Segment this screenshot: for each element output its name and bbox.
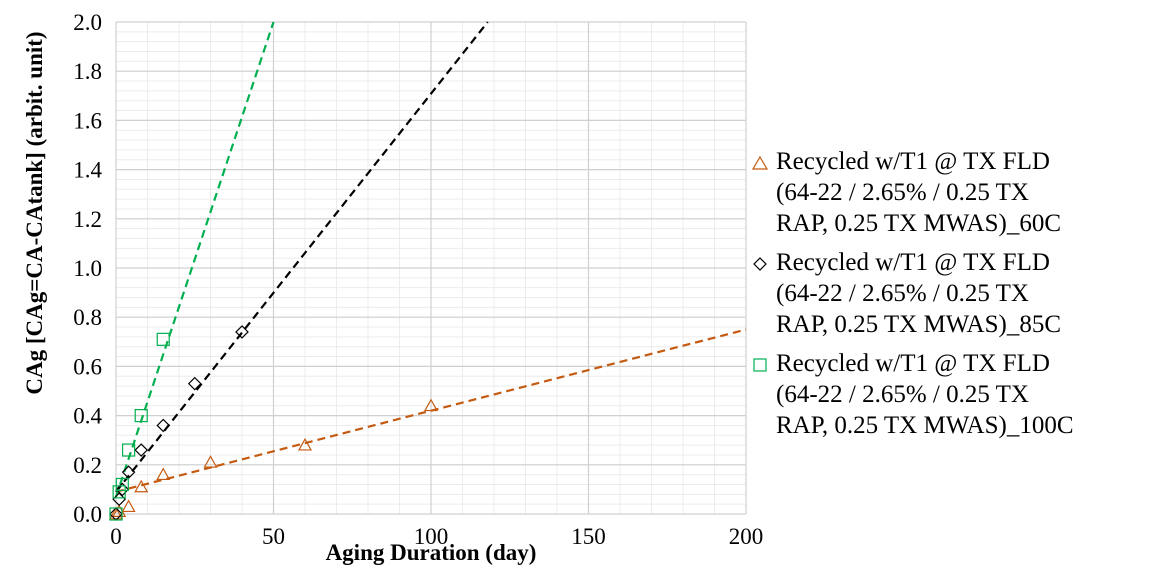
data-point-square (115, 477, 129, 492)
legend-item-60c: Recycled w/T1 @ TX FLD (64-22 / 2.65% / … (752, 146, 1162, 239)
data-point-triangle (423, 398, 439, 412)
trendline-diamond (115, 21, 489, 493)
legend-item-85c: Recycled w/T1 @ TX FLD (64-22 / 2.65% / … (752, 247, 1162, 340)
data-point-triangle (203, 455, 218, 468)
data-point-triangle (121, 499, 136, 513)
y-tick-label: 0.6 (73, 354, 102, 379)
y-tick-label: 0.2 (73, 453, 102, 478)
x-tick-label: 0 (110, 524, 122, 549)
y-tick-label: 1.4 (73, 158, 102, 183)
data-point-diamond (115, 482, 130, 497)
triangle-marker-icon (752, 155, 768, 170)
major-gridlines (115, 21, 747, 515)
legend-label-line: RAP, 0.25 TX MWAS)_60C (776, 210, 1061, 237)
data-point-triangle (156, 467, 171, 481)
y-tick-label: 0.4 (73, 404, 102, 429)
y-tick-label: 0.8 (73, 305, 102, 330)
legend-label-line: RAP, 0.25 TX MWAS)_100C (776, 412, 1074, 439)
legend-label-line: (64-22 / 2.65% / 0.25 TX (776, 381, 1029, 408)
y-tick-label: 1.0 (73, 256, 102, 281)
data-point-diamond (134, 443, 149, 457)
legend-label-line: Recycled w/T1 @ TX FLD (776, 148, 1050, 175)
trendline-square (114, 21, 275, 498)
legend-label-line: RAP, 0.25 TX MWAS)_85C (776, 311, 1061, 338)
data-point-diamond (235, 325, 249, 339)
legend-label-line: Recycled w/T1 @ TX FLD (776, 350, 1050, 377)
data-point-triangle (134, 479, 149, 493)
tick-labels: 0 50 100 150 200 0.0 0.2 0.4 0.6 0.8 1.0 1.2 1.4 1.6 1… (73, 10, 763, 549)
data-point-diamond (156, 418, 171, 433)
x-tick-label: 50 (262, 524, 285, 549)
diamond-marker-icon (753, 257, 767, 271)
x-tick-label: 200 (729, 524, 764, 549)
data-point-square (121, 443, 136, 457)
legend-label-line: (64-22 / 2.65% / 0.25 TX (776, 280, 1029, 307)
data-points (108, 325, 439, 521)
y-tick-label: 1.2 (73, 207, 102, 232)
y-tick-label: 0.0 (73, 502, 102, 527)
data-point-square (156, 332, 170, 346)
square-marker-icon (753, 358, 767, 372)
y-tick-label: 1.6 (73, 108, 102, 133)
data-point-diamond (112, 492, 126, 507)
x-tick-label: 100 (414, 524, 449, 549)
data-point-square (134, 409, 148, 423)
data-point-triangle (297, 437, 313, 451)
data-point-diamond (187, 376, 202, 391)
data-point-square (112, 485, 126, 499)
data-point-square (109, 507, 123, 521)
y-axis-title: CAg [CAg=CA-CAtank] (arbit. unit) (22, 31, 47, 394)
data-point-triangle (108, 506, 124, 520)
x-tick-label: 150 (571, 524, 606, 549)
legend: Recycled w/T1 @ TX FLD (64-22 / 2.65% / … (752, 146, 1162, 449)
y-tick-label: 1.8 (73, 59, 102, 84)
legend-label-line: (64-22 / 2.65% / 0.25 TX (776, 179, 1029, 206)
x-axis-title: Aging Duration (day) (326, 540, 537, 565)
y-tick-label: 2.0 (73, 10, 102, 35)
legend-item-100c: Recycled w/T1 @ TX FLD (64-22 / 2.65% / … (752, 348, 1162, 441)
legend-label-line: Recycled w/T1 @ TX FLD (776, 249, 1050, 276)
